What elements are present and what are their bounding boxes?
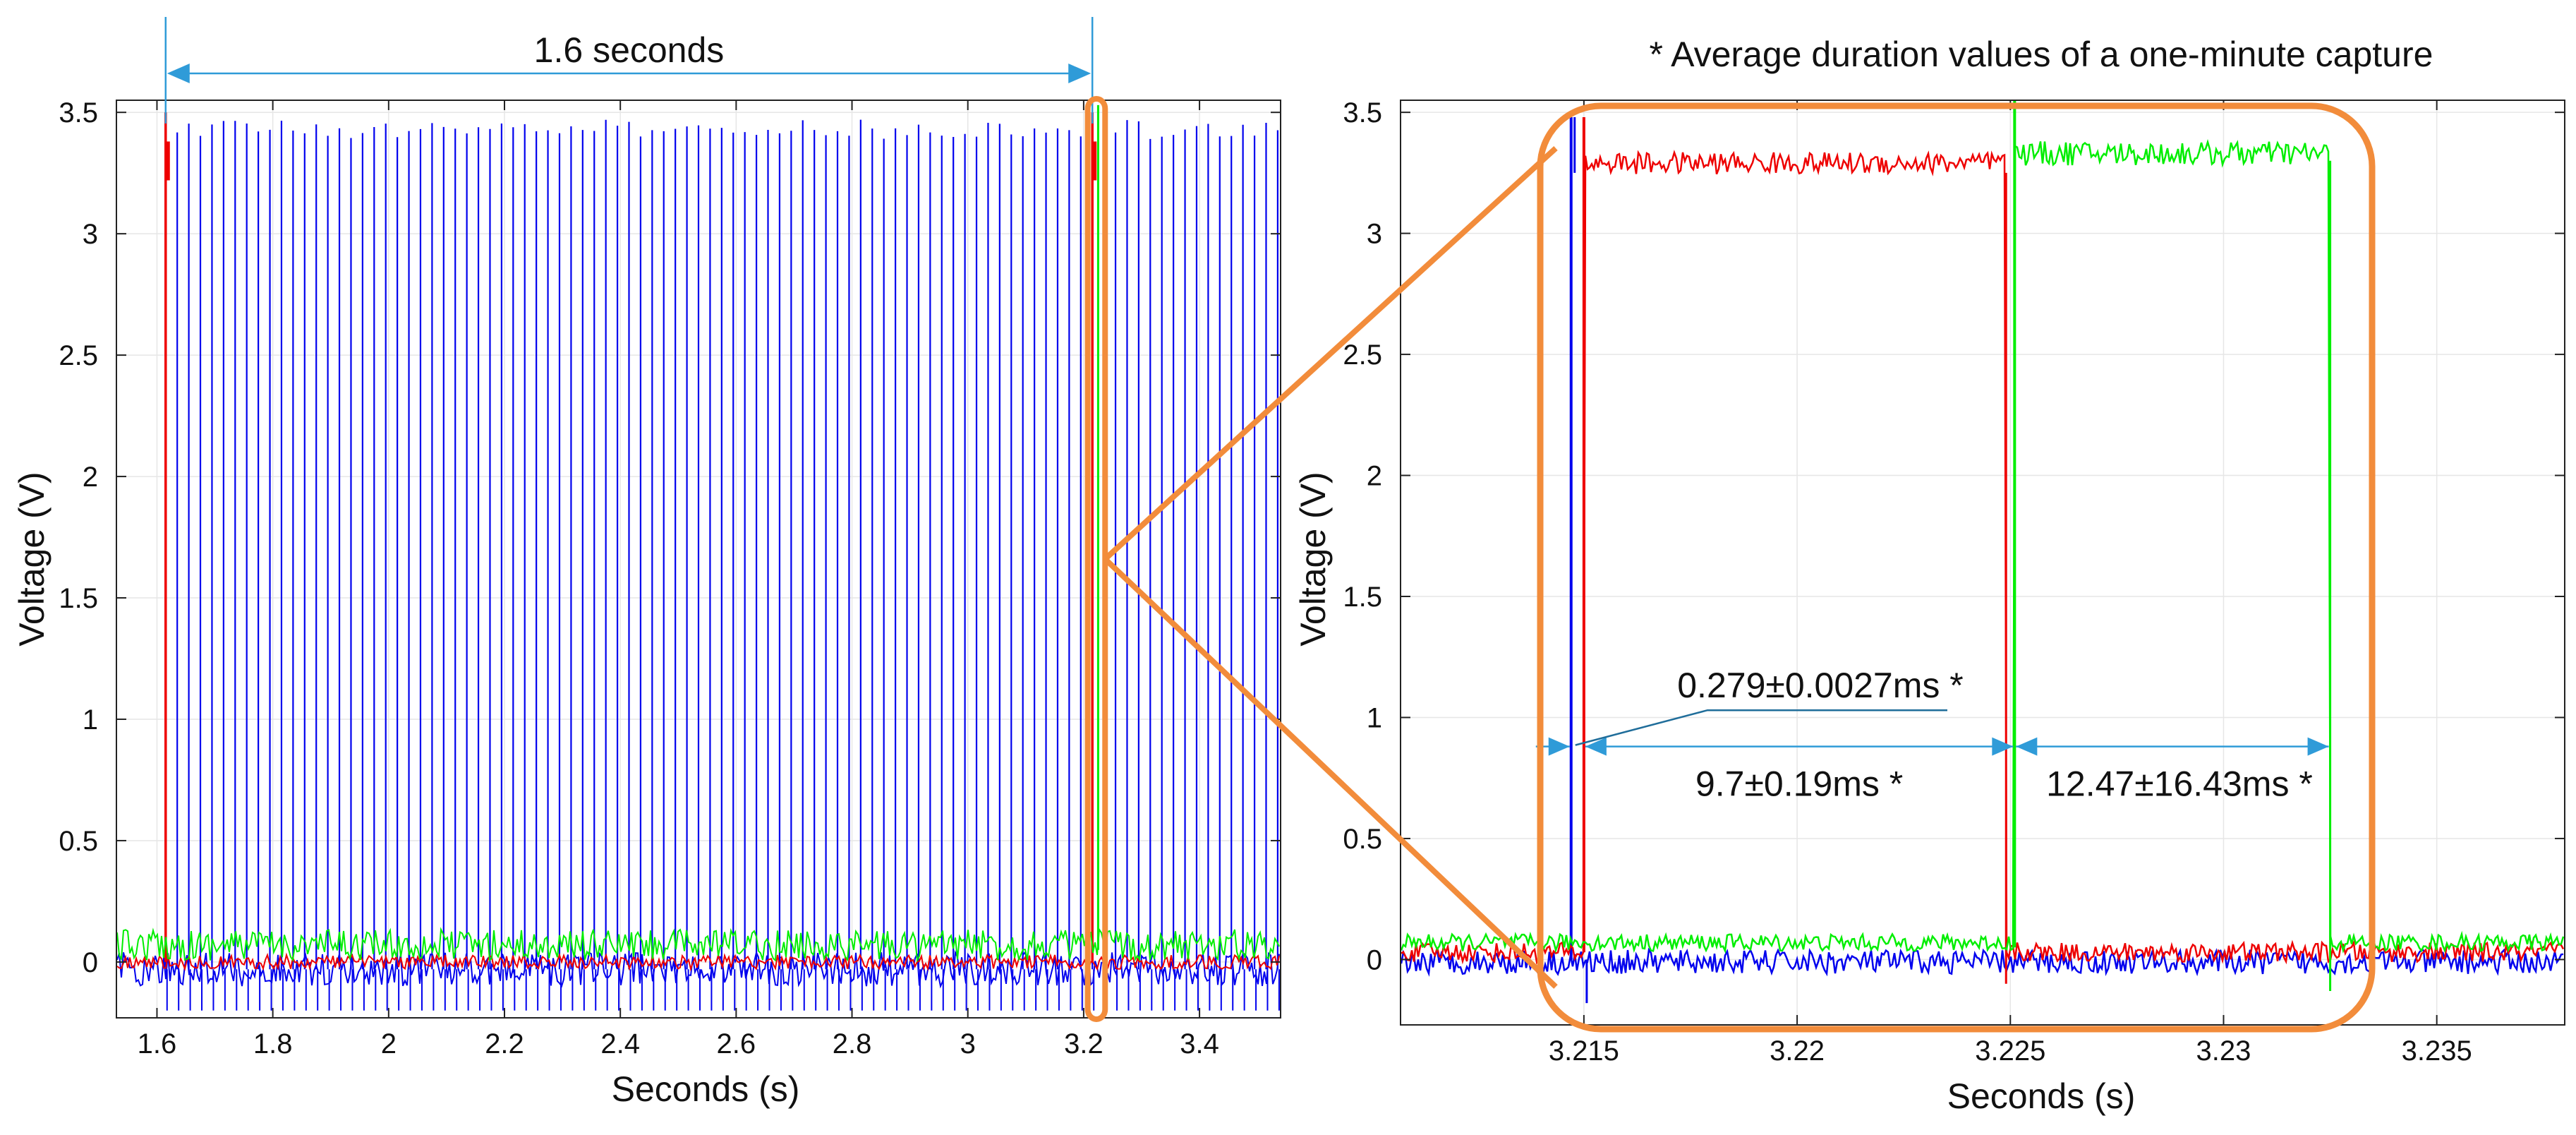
overview-axes-frame	[116, 100, 1281, 1019]
overview-y-axis-label: Voltage (V)	[12, 472, 52, 646]
overview-red-pulse-top	[165, 141, 170, 181]
overview-x-tick-label: 3	[960, 1028, 976, 1059]
zoom-connector	[1084, 96, 2376, 1033]
zoom-y-tick-label: 2.5	[1343, 340, 1382, 371]
zoom-connector-upper	[1103, 146, 1558, 561]
overview-red-pulse-top	[1092, 141, 1097, 181]
zoom-x-tick-label: 3.225	[1975, 1035, 2045, 1067]
span-arrowhead-right	[1068, 64, 1092, 83]
zoom-x-axis-label: Seconds (s)	[1947, 1076, 2136, 1116]
overview-x-ticks: 1.6 1.8 2 2.2 2.4 2.6 2.8 3 3.2 3.4	[138, 100, 1219, 1059]
zoom-y-tick-label: 1	[1367, 702, 1382, 733]
zoom-chart-title: * Average duration values of a one-minut…	[1650, 35, 2433, 74]
pulse-12-47ms-arrowhead-right	[2307, 737, 2329, 756]
zoom-window-box-large	[1537, 102, 2376, 1033]
overview-x-tick-label: 2.8	[833, 1028, 872, 1059]
pulse-12-47ms-label: 12.47±16.43ms *	[2046, 764, 2313, 804]
overview-y-ticks: 0 0.5 1 1.5 2 2.5 3 3.5	[59, 97, 1281, 978]
overview-y-tick-label: 1	[83, 704, 98, 735]
overview-x-tick-label: 2.4	[600, 1028, 640, 1059]
zoom-y-tick-label: 0.5	[1343, 824, 1382, 855]
span-arrowhead-left	[167, 64, 190, 83]
zoom-x-tick-label: 3.215	[1549, 1035, 1619, 1067]
zoom-y-tick-label: 0	[1367, 944, 1382, 975]
overview-x-tick-label: 1.6	[138, 1028, 177, 1059]
zoom-y-tick-label: 2	[1367, 461, 1382, 492]
zoom-axes-frame	[1400, 100, 2565, 1026]
span-1-6-seconds-label: 1.6 seconds	[534, 30, 725, 70]
pulse-12-47ms-arrowhead-left	[2016, 737, 2038, 756]
zoom-x-tick-label: 3.23	[2196, 1035, 2251, 1067]
overview-y-tick-label: 0	[83, 947, 98, 978]
overview-y-tick-label: 2.5	[59, 340, 98, 371]
pulse-9-7ms-arrowhead-left	[1585, 737, 1607, 756]
pulse-9-7ms-label: 9.7±0.19ms *	[1695, 764, 1903, 804]
overview-y-tick-label: 3.5	[59, 97, 98, 128]
overview-x-tick-label: 1.8	[253, 1028, 293, 1059]
overview-x-tick-label: 3.2	[1064, 1028, 1103, 1059]
zoom-y-tick-label: 3	[1367, 219, 1382, 250]
zoom-y-tick-label: 1.5	[1343, 582, 1382, 613]
overview-y-tick-label: 1.5	[59, 583, 98, 614]
pulse-0-279ms-label: 0.279±0.0027ms *	[1677, 666, 1964, 705]
zoom-y-ticks: 0 0.5 1 1.5 2 2.5 3 3.5	[1343, 97, 2565, 975]
overview-annotation-layer: 1.6 seconds	[164, 17, 1094, 124]
overview-y-tick-label: 0.5	[59, 826, 98, 857]
overview-x-axis-label: Seconds (s)	[612, 1069, 800, 1109]
overview-x-tick-label: 3.4	[1180, 1028, 1219, 1059]
overview-x-tick-label: 2.2	[485, 1028, 524, 1059]
overview-x-tick-label: 2	[381, 1028, 397, 1059]
zoom-connector-lower	[1103, 557, 1558, 989]
zoom-plot-area	[1401, 100, 2565, 1025]
zoom-annotation-layer: 0.279±0.0027ms * 9.7±0.19ms * 12.47±16.4…	[1535, 666, 2329, 804]
pulse-0-279ms-arrowhead-left	[1548, 737, 1570, 756]
zoom-x-tick-label: 3.235	[2402, 1035, 2472, 1067]
zoom-y-tick-label: 3.5	[1343, 97, 1382, 128]
zoom-x-ticks: 3.215 3.22 3.225 3.23 3.235	[1549, 100, 2472, 1067]
overview-x-tick-label: 2.6	[717, 1028, 756, 1059]
pulse-9-7ms-arrowhead-right	[1992, 737, 2014, 756]
overview-y-tick-label: 2	[83, 462, 98, 493]
pulse-0-279ms-leader-line	[1575, 709, 1947, 746]
zoom-x-tick-label: 3.22	[1770, 1035, 1825, 1067]
overview-y-tick-label: 3	[83, 219, 98, 250]
zoom-y-axis-label: Voltage (V)	[1293, 472, 1333, 646]
